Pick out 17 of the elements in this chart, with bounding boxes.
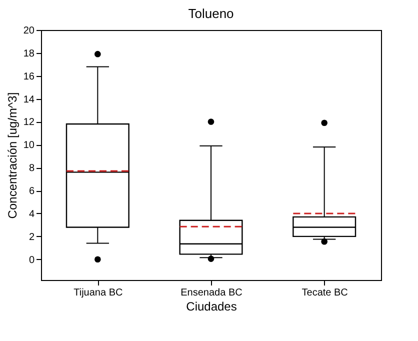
y-tick-label: 18 bbox=[23, 48, 35, 60]
y-tick-label: 16 bbox=[23, 71, 35, 82]
x-tick-label: Ensenada BC bbox=[180, 288, 242, 298]
x-tick-label: Tecate BC bbox=[302, 288, 348, 298]
y-tick-label: 12 bbox=[23, 117, 35, 128]
y-tick-label: 10 bbox=[23, 140, 35, 152]
y-tick-label: 14 bbox=[23, 94, 35, 106]
x-axis-title: Ciudades bbox=[186, 300, 237, 314]
y-tick-label: 20 bbox=[23, 26, 35, 36]
x-tick-label: Tijuana BC bbox=[74, 288, 123, 298]
y-tick-label: 2 bbox=[28, 232, 35, 243]
y-axis-title: Concentración [ug/m^3] bbox=[5, 92, 20, 219]
y-tick-label: 8 bbox=[28, 163, 35, 174]
y-tick-label: 4 bbox=[28, 208, 35, 220]
chart-title: Tolueno bbox=[188, 6, 234, 21]
y-tick-label: 6 bbox=[28, 186, 35, 198]
y-tick-label: 0 bbox=[28, 254, 35, 266]
